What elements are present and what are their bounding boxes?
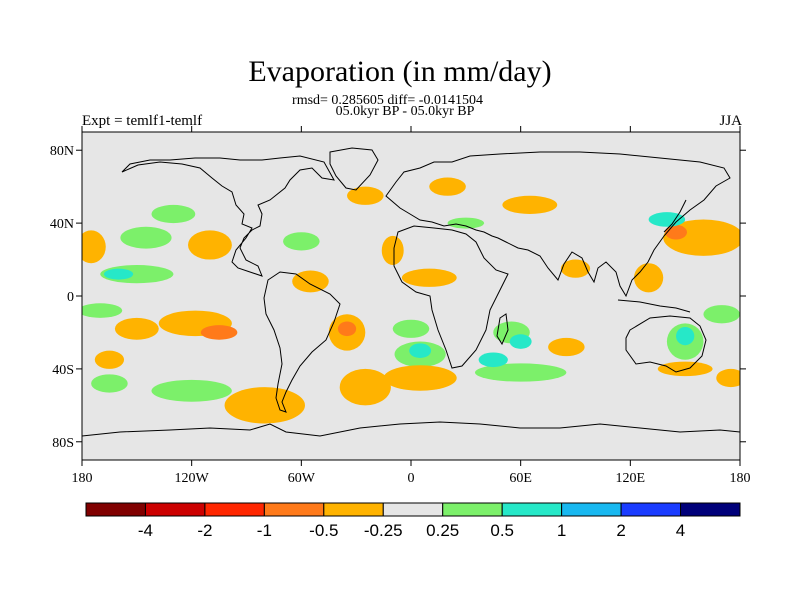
colorbar-label: 1: [557, 521, 566, 540]
anomaly-region: [478, 352, 508, 368]
colorbar-label: 4: [676, 521, 685, 540]
coastline-japan: [663, 199, 687, 233]
map-axes: 180 120W 60W 0 60E 120E 180 80N 40N 0 40S 80S: [50, 126, 751, 486]
colorbar-label: 2: [616, 521, 625, 540]
anomaly-region: [429, 177, 466, 196]
colorbar: -4 -2 -1 -0.5 -0.25 0.25 0.5 1 2 4: [85, 502, 741, 540]
anomaly-region: [91, 374, 128, 393]
anomaly-region: [474, 363, 567, 382]
anomaly-region: [509, 334, 532, 349]
season-label: JJA: [719, 113, 742, 129]
lon-tick-label: 180: [730, 471, 751, 486]
colorbar-bin: [382, 502, 444, 517]
anomaly-region: [337, 321, 357, 337]
colorbar-bin: [620, 502, 682, 517]
map-background: [82, 132, 740, 460]
anomaly-region: [347, 186, 384, 205]
anomaly-region: [703, 305, 740, 324]
colorbar-label: 0.5: [490, 521, 514, 540]
anomaly-region: [339, 368, 391, 406]
colorbar-label: -0.5: [309, 521, 338, 540]
colorbar-bin: [323, 502, 384, 517]
coastline-africa: [393, 225, 509, 369]
lon-tick-label: 120W: [175, 471, 210, 486]
lon-tick-label: 0: [408, 471, 415, 486]
lat-tick-label: 0: [67, 290, 74, 305]
coastline-greenland: [329, 147, 379, 191]
colorbar-bin: [204, 502, 265, 517]
coastlines: [82, 147, 740, 437]
colorbar-label: 0.25: [426, 521, 459, 540]
colorbar-bin: [561, 502, 622, 517]
anomaly-region: [82, 303, 123, 318]
anomaly-region: [447, 217, 485, 229]
colorbar-bin: [442, 502, 503, 517]
anomaly-region: [409, 343, 432, 358]
anomaly-region: [188, 230, 232, 260]
anomaly-region: [676, 326, 695, 346]
coastline-north-america: [121, 155, 335, 277]
anomaly-region: [114, 317, 159, 340]
anomaly-region: [292, 270, 329, 293]
anomaly-region: [383, 365, 457, 391]
coastline-south-america: [263, 271, 341, 413]
anomaly-region: [633, 263, 664, 293]
colorbar-label: -2: [197, 521, 212, 540]
coastline-madagascar: [496, 313, 509, 346]
coastline-australia: [625, 315, 707, 373]
anomaly-region: [560, 259, 591, 278]
anomaly-region: [381, 235, 404, 266]
anomaly-region: [716, 368, 740, 388]
colorbar-bin: [501, 502, 563, 517]
anomaly-region: [200, 325, 238, 340]
colorbar-bin: [680, 502, 741, 517]
anomaly-region: [94, 350, 125, 369]
coastline-eurasia: [385, 151, 731, 298]
lat-tick-label: 40S: [52, 363, 74, 378]
lon-tick-label: 180: [72, 471, 93, 486]
plot-title: Evaporation (in mm/day): [248, 55, 552, 88]
stats-line-1: rmsd= 0.285605 diff= -0.0141504: [292, 93, 483, 108]
anomaly-region: [151, 204, 196, 224]
experiment-label: Expt = temlf1-temlf: [82, 113, 203, 129]
anomaly-region: [82, 230, 106, 264]
lat-tick-label: 40N: [50, 217, 74, 232]
anomaly-region: [502, 195, 558, 214]
lat-tick-label: 80N: [50, 144, 74, 159]
anomaly-region: [151, 379, 232, 402]
anomaly-region: [120, 226, 172, 249]
colorbar-bin: [263, 502, 325, 517]
lat-tick-label: 80S: [52, 436, 74, 451]
colorbar-bin: [144, 502, 206, 517]
lon-tick-label: 120E: [616, 471, 646, 486]
colorbar-label: -0.25: [364, 521, 403, 540]
colorbar-label: -1: [257, 521, 272, 540]
anomaly-region: [401, 268, 457, 287]
anomaly-region: [224, 387, 305, 424]
anomaly-region: [392, 319, 430, 338]
anomaly-region: [103, 268, 134, 280]
anomaly-region: [283, 232, 320, 251]
colorbar-label: -4: [138, 521, 153, 540]
anomaly-region: [648, 212, 686, 227]
stats-line-2: 05.0kyr BP - 05.0kyr BP: [335, 104, 475, 119]
coastline-indonesia: [617, 299, 691, 313]
lon-tick-label: 60E: [509, 471, 532, 486]
coastline-antarctica: [82, 421, 740, 437]
colorbar-bin: [85, 502, 146, 517]
lon-tick-label: 60W: [288, 471, 316, 486]
anomaly-region: [548, 337, 585, 357]
